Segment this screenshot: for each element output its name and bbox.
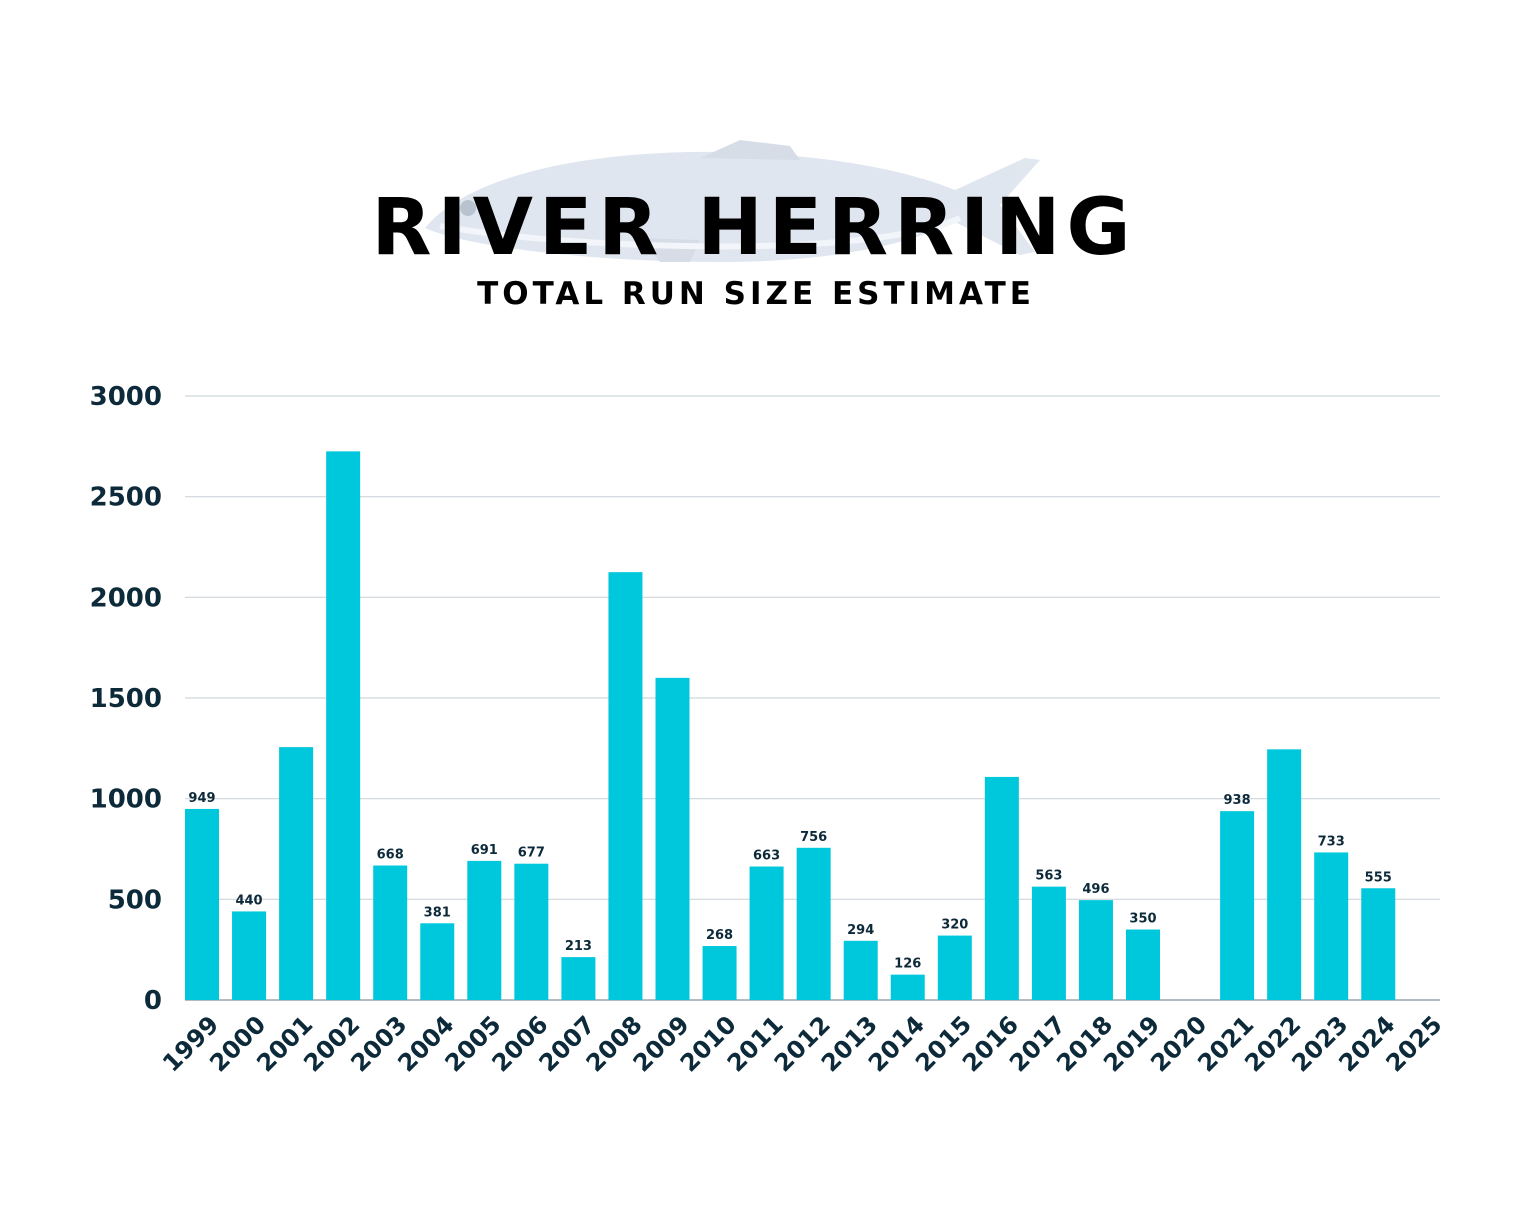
bar: [843, 940, 878, 1000]
data-label: 668: [377, 848, 404, 863]
data-label: 949: [188, 791, 215, 806]
data-label: 381: [424, 905, 451, 920]
bar: [1220, 811, 1255, 1000]
chart-title: RIVER HERRING: [372, 183, 1137, 273]
bar: [514, 863, 549, 1000]
bar: [1267, 749, 1302, 1000]
bar: [420, 923, 455, 1000]
bar: [326, 451, 361, 1000]
data-label: 268: [706, 928, 733, 943]
y-tick-label: 2000: [90, 583, 162, 613]
bar: [561, 957, 596, 1000]
data-label: 294: [847, 923, 874, 938]
y-tick-label: 3000: [90, 382, 162, 412]
bar: [1078, 900, 1113, 1000]
data-label: 677: [518, 846, 545, 861]
herring-fish-icon: [425, 140, 1040, 262]
bar: [702, 946, 737, 1000]
data-label: 496: [1082, 882, 1109, 897]
bar: [937, 935, 972, 1000]
y-tick-label: 2500: [90, 483, 162, 513]
data-label: 350: [1129, 912, 1156, 927]
bar: [467, 860, 502, 1000]
bar: [890, 974, 925, 1000]
data-label: 691: [471, 843, 498, 858]
bar: [232, 911, 267, 1000]
bar: [185, 808, 219, 1000]
bar: [373, 865, 408, 1000]
data-label: 126: [894, 957, 921, 972]
data-label: 663: [753, 849, 780, 864]
data-label: 213: [565, 939, 592, 954]
data-label: 555: [1365, 870, 1392, 885]
y-tick-label: 0: [144, 986, 162, 1016]
data-label: 563: [1035, 869, 1062, 884]
data-label: 733: [1318, 834, 1345, 849]
bar: [608, 572, 643, 1000]
bar: [984, 776, 1019, 1000]
bar: [1126, 929, 1160, 1000]
y-tick-label: 1000: [90, 785, 162, 815]
bars: [185, 451, 1396, 1000]
chart-subtitle: TOTAL RUN SIZE ESTIMATE: [477, 276, 1035, 312]
data-label: 320: [941, 918, 968, 933]
bar: [279, 747, 314, 1000]
data-label: 440: [235, 893, 262, 908]
data-labels: 949 440 668 381 691 677 213 268 663 756 294 126 320 5…: [188, 791, 1391, 972]
x-axis: 1999200020012002200320042005200620072008…: [157, 1010, 1447, 1077]
y-tick-label: 1500: [90, 684, 162, 714]
bar: [1361, 888, 1396, 1000]
y-tick-label: 500: [108, 885, 162, 915]
data-label: 938: [1224, 793, 1251, 808]
bar: [1314, 852, 1349, 1000]
data-label: 756: [800, 830, 827, 845]
y-axis: 0 500 1000 1500 2000 2500 3000: [90, 382, 162, 1016]
bar: [655, 677, 690, 1000]
bar: [796, 847, 831, 1000]
bar: [749, 866, 784, 1000]
bar: [1031, 886, 1066, 1000]
